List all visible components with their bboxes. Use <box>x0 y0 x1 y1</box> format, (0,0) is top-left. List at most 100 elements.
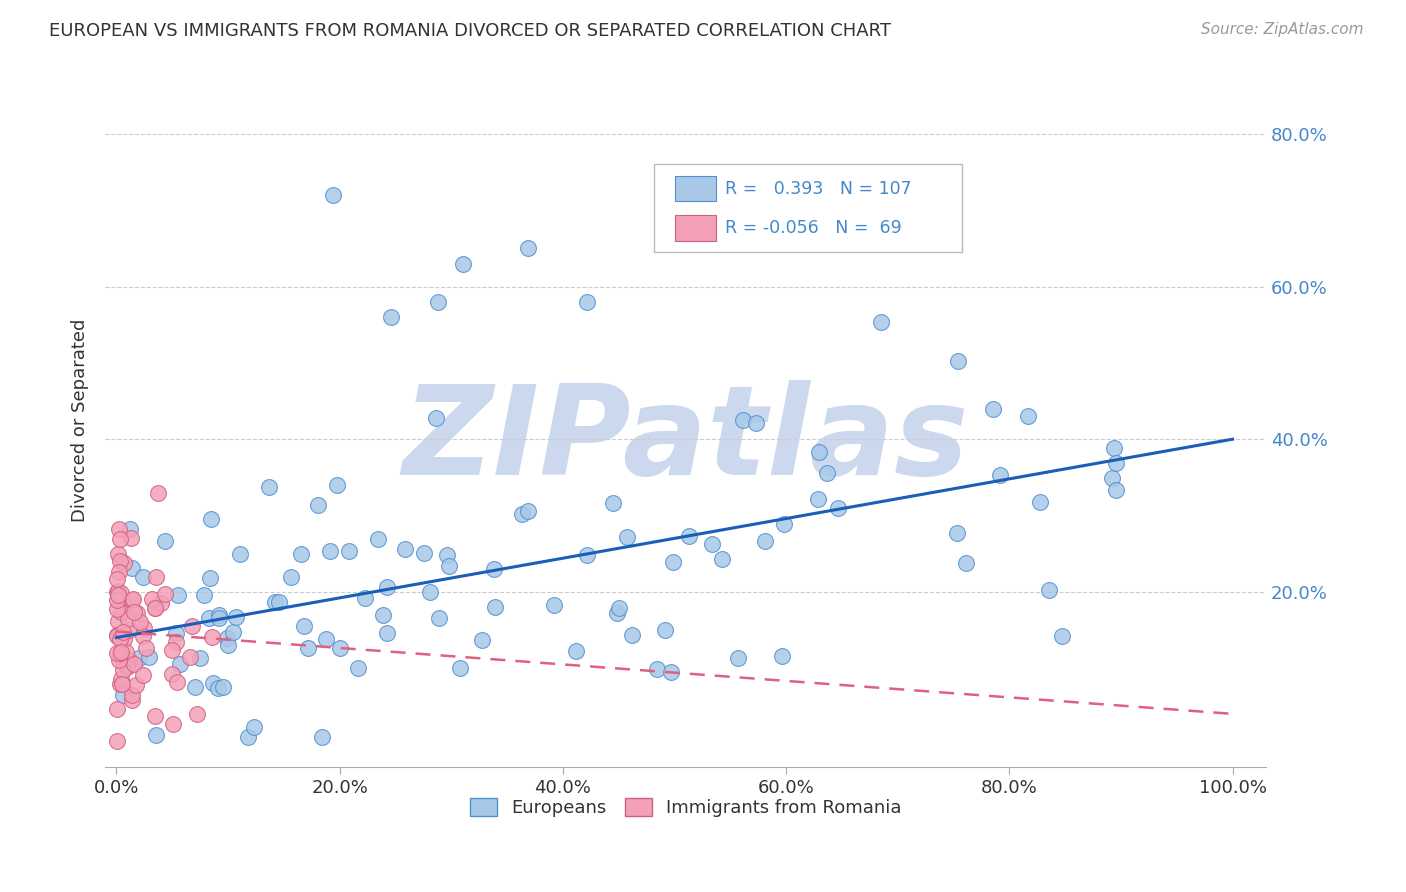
Point <box>222 624 245 639</box>
Point <box>118 522 141 536</box>
Point <box>988 467 1011 482</box>
Point <box>134 621 156 635</box>
Point <box>484 599 506 614</box>
Point <box>510 508 533 522</box>
Point <box>107 565 129 579</box>
Point <box>212 680 235 694</box>
Point <box>225 610 247 624</box>
Point <box>162 716 184 731</box>
Text: Source: ZipAtlas.com: Source: ZipAtlas.com <box>1201 22 1364 37</box>
Point <box>1105 456 1128 470</box>
Point <box>1017 409 1039 424</box>
Point <box>727 651 749 665</box>
Point <box>869 316 891 330</box>
Point <box>201 675 224 690</box>
Point <box>122 657 145 672</box>
Point <box>107 646 129 660</box>
Point <box>609 600 631 615</box>
Point <box>702 537 724 551</box>
Point <box>678 529 700 543</box>
Point <box>371 607 394 622</box>
Point <box>280 570 302 584</box>
Point <box>307 498 329 512</box>
Point <box>1101 471 1123 485</box>
Point <box>770 649 793 664</box>
Point <box>257 480 280 494</box>
Point <box>107 584 129 599</box>
Point <box>166 588 188 602</box>
Point <box>329 641 352 656</box>
Point <box>815 467 838 481</box>
Point <box>143 601 166 615</box>
Point <box>107 733 129 747</box>
Point <box>347 660 370 674</box>
Point <box>311 730 333 744</box>
Point <box>1028 495 1050 509</box>
Point <box>107 584 129 599</box>
Point <box>380 310 402 325</box>
Point <box>112 663 135 677</box>
Point <box>319 544 342 558</box>
Point <box>208 611 231 625</box>
Point <box>451 257 474 271</box>
Point <box>112 625 135 640</box>
Point <box>169 657 191 671</box>
Point <box>107 629 129 643</box>
Point <box>565 644 588 658</box>
Point <box>166 674 188 689</box>
Point <box>290 547 312 561</box>
Point <box>160 642 183 657</box>
Point <box>180 619 202 633</box>
Point <box>1105 483 1128 497</box>
Point <box>325 477 347 491</box>
Point <box>145 600 167 615</box>
Point <box>118 623 141 637</box>
Point <box>1104 442 1126 456</box>
Point <box>150 596 173 610</box>
Point <box>112 688 135 702</box>
Point <box>115 645 138 659</box>
Point <box>108 632 131 646</box>
Point <box>375 580 398 594</box>
Point <box>107 522 129 536</box>
Point <box>125 677 148 691</box>
Point <box>315 632 337 646</box>
Point <box>132 629 155 643</box>
Point <box>107 547 129 561</box>
Point <box>243 720 266 734</box>
Point <box>654 623 676 637</box>
Point <box>108 554 131 568</box>
Point <box>124 605 146 619</box>
Point <box>1050 630 1073 644</box>
Point <box>754 533 776 548</box>
Point <box>122 591 145 606</box>
Point <box>115 660 138 674</box>
Point <box>107 593 129 607</box>
Point <box>217 638 239 652</box>
Point <box>132 668 155 682</box>
Point <box>412 546 434 560</box>
Point <box>110 585 132 599</box>
Text: ZIPatlas: ZIPatlas <box>402 381 969 501</box>
Point <box>238 730 260 744</box>
Text: R =   0.393   N = 107: R = 0.393 N = 107 <box>725 179 912 198</box>
Point <box>264 595 287 609</box>
Point <box>121 693 143 707</box>
Point <box>353 591 375 605</box>
Point <box>128 651 150 665</box>
Point <box>179 650 201 665</box>
Point <box>419 585 441 599</box>
Point <box>602 495 624 509</box>
Point <box>121 688 143 702</box>
Legend: Europeans, Immigrants from Romania: Europeans, Immigrants from Romania <box>463 790 908 824</box>
Point <box>436 548 458 562</box>
Point <box>339 543 361 558</box>
Point <box>127 606 149 620</box>
Point <box>517 504 540 518</box>
Point <box>471 632 494 647</box>
Point <box>773 516 796 531</box>
Point <box>292 619 315 633</box>
Point <box>110 532 132 546</box>
Point <box>827 500 849 515</box>
Text: EUROPEAN VS IMMIGRANTS FROM ROMANIA DIVORCED OR SEPARATED CORRELATION CHART: EUROPEAN VS IMMIGRANTS FROM ROMANIA DIVO… <box>49 22 891 40</box>
